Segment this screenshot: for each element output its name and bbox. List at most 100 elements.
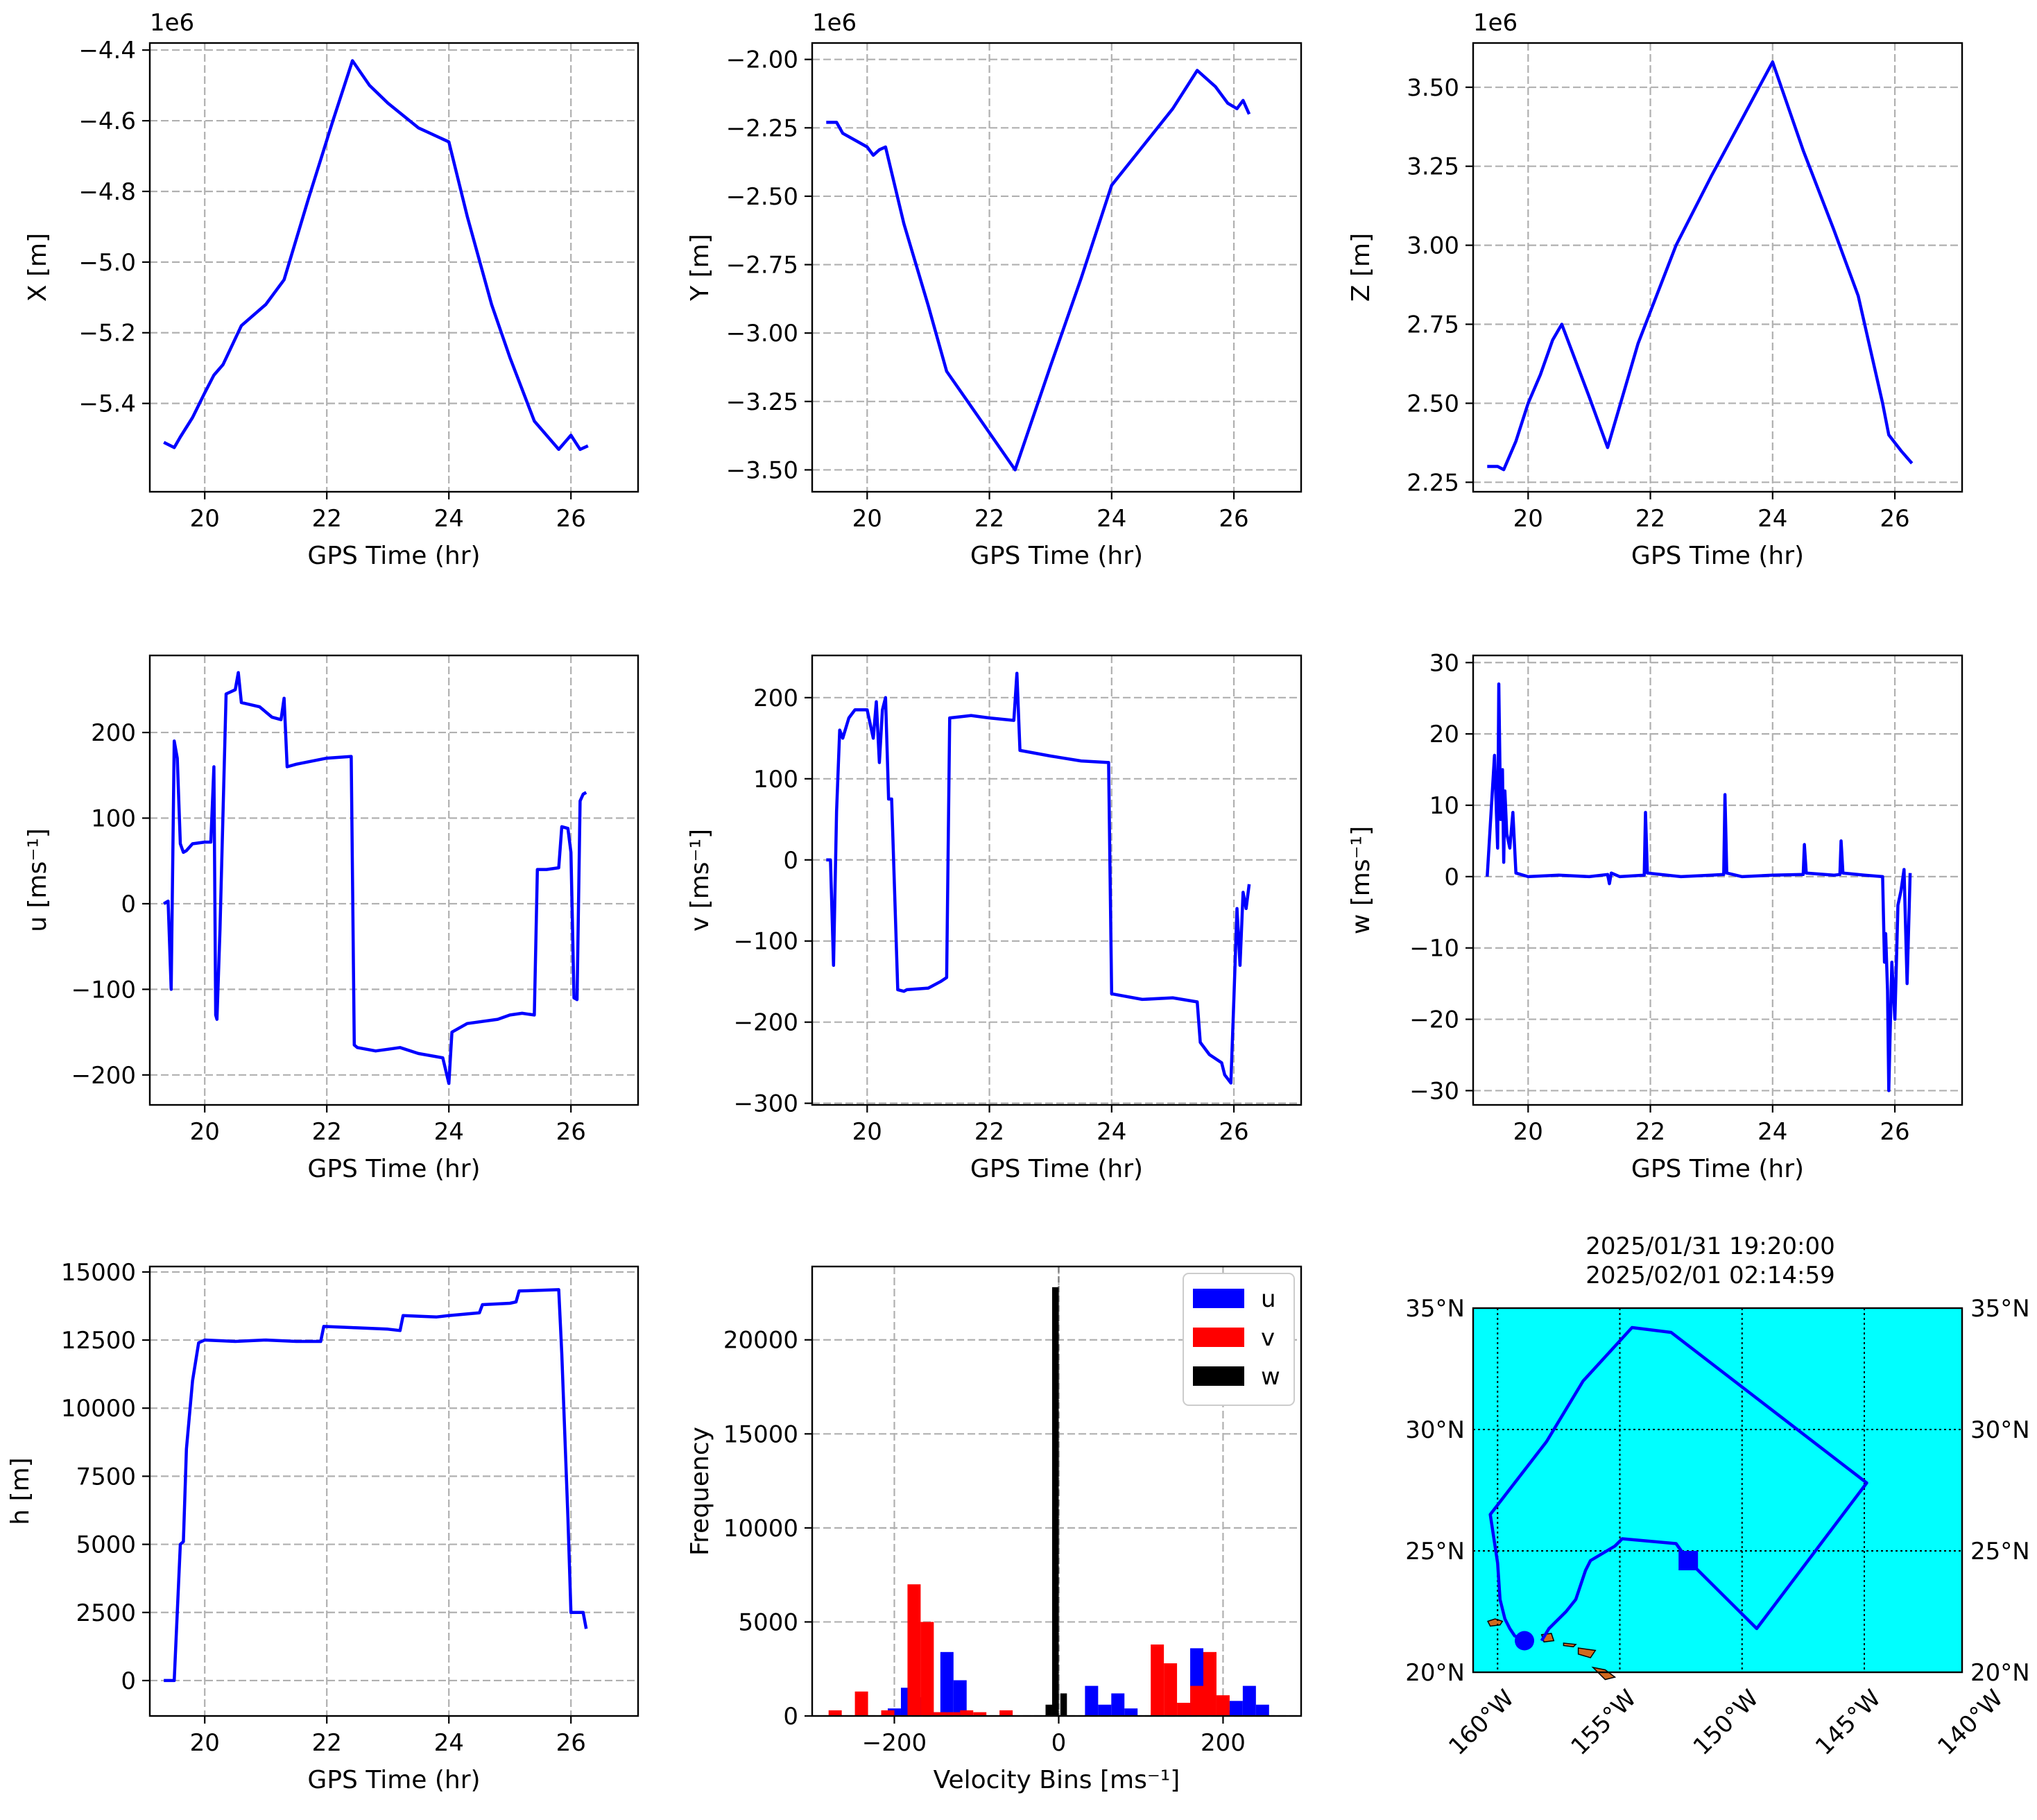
x-tick-label: 24 bbox=[1097, 1118, 1126, 1146]
y-tick-label: 3.50 bbox=[1407, 74, 1459, 102]
y-axis-label: w [ms⁻¹] bbox=[1347, 826, 1375, 934]
x-tick-label: 20 bbox=[852, 505, 882, 533]
histogram-bar-v bbox=[828, 1710, 842, 1716]
y-axis-label: Z [m] bbox=[1347, 233, 1375, 302]
map-island bbox=[1577, 1647, 1597, 1658]
x-tick-label: 22 bbox=[312, 1118, 342, 1146]
axes-frame bbox=[811, 42, 1303, 493]
y-tick-label: −4.4 bbox=[78, 37, 136, 65]
offset-text: 1e6 bbox=[150, 9, 194, 37]
series-line-0 bbox=[1487, 60, 1914, 472]
x-axis-label: GPS Time (hr) bbox=[970, 1155, 1143, 1183]
map-flight-track bbox=[1488, 1325, 1868, 1642]
histogram-bar-u bbox=[1111, 1693, 1125, 1716]
histogram-bar-v bbox=[907, 1584, 921, 1716]
panel-y-position: 20 22 24 26 −3.50 −3.25 −3.00 −2.75 −2.50 −2.25 −2… bbox=[686, 9, 1303, 570]
map-title-line2: 2025/02/01 02:14:59 bbox=[1585, 1262, 1834, 1289]
y-tick-label: 0 bbox=[121, 891, 136, 918]
x-tick-label: 26 bbox=[1219, 1118, 1248, 1146]
x-tick-label: 22 bbox=[1635, 505, 1665, 533]
x-axis-label: GPS Time (hr) bbox=[307, 1155, 480, 1183]
y-axis-label: h [m] bbox=[6, 1457, 35, 1525]
x-tick-label: 20 bbox=[852, 1118, 882, 1146]
x-tick-label: 24 bbox=[1097, 505, 1126, 533]
x-tick-label: 200 bbox=[1201, 1729, 1246, 1757]
x-tick-label: 24 bbox=[434, 1729, 464, 1757]
histogram-bar-u bbox=[1098, 1704, 1112, 1716]
map-lon-label: 145°W bbox=[1810, 1685, 1886, 1761]
x-tick-label: 24 bbox=[1757, 505, 1787, 533]
y-tick-label: 100 bbox=[753, 766, 798, 793]
x-tick-label: 22 bbox=[312, 1729, 342, 1757]
x-tick-label: 26 bbox=[556, 1729, 586, 1757]
map-frame bbox=[1472, 1307, 1963, 1674]
x-tick-label: 26 bbox=[556, 1118, 586, 1146]
legend-swatch-w bbox=[1193, 1366, 1244, 1386]
y-tick-label: 5000 bbox=[738, 1608, 798, 1636]
histogram-bar-v bbox=[854, 1691, 868, 1716]
y-tick-label: 30 bbox=[1429, 649, 1459, 677]
x-tick-label: 22 bbox=[974, 1118, 1004, 1146]
map-start-marker bbox=[1515, 1631, 1535, 1651]
histogram-bar-u bbox=[940, 1651, 954, 1716]
map-island bbox=[1487, 1618, 1504, 1627]
map-island bbox=[1563, 1642, 1577, 1648]
y-tick-label: 3.25 bbox=[1407, 153, 1459, 181]
axes-frame bbox=[148, 1265, 639, 1717]
panel-x-position: 20 22 24 26 −5.4 −5.2 −5.0 −4.8 −4.6 −4.4 GPS Time… bbox=[24, 9, 639, 570]
legend-label-u: u bbox=[1261, 1285, 1276, 1313]
x-tick-label: 24 bbox=[434, 505, 464, 533]
x-tick-label: 26 bbox=[1219, 505, 1248, 533]
histogram-bar-v bbox=[881, 1710, 895, 1716]
histogram-bar-u bbox=[1255, 1704, 1269, 1716]
y-tick-label: 2.50 bbox=[1407, 390, 1459, 418]
histogram-bar-v bbox=[1190, 1685, 1203, 1716]
y-tick-label: −3.25 bbox=[726, 388, 798, 416]
y-tick-label: 3.00 bbox=[1407, 232, 1459, 260]
legend-swatch-v bbox=[1193, 1328, 1244, 1347]
histogram-bar-w bbox=[1051, 1287, 1059, 1716]
offset-text: 1e6 bbox=[812, 9, 857, 37]
y-tick-label: −2.75 bbox=[726, 252, 798, 280]
y-tick-label: −5.4 bbox=[78, 390, 136, 418]
histogram-bar-w bbox=[1060, 1693, 1067, 1716]
histogram-bar-v bbox=[1164, 1663, 1178, 1716]
y-tick-label: −5.2 bbox=[78, 320, 136, 347]
histogram-bar-v bbox=[960, 1710, 974, 1716]
y-tick-label: 20 bbox=[1429, 721, 1459, 748]
histogram-bar-u bbox=[1242, 1685, 1256, 1716]
legend-swatch-u bbox=[1193, 1289, 1244, 1308]
y-tick-label: 2500 bbox=[76, 1599, 136, 1627]
y-tick-label: 5000 bbox=[76, 1531, 136, 1559]
y-tick-label: 10 bbox=[1429, 792, 1459, 820]
y-axis-label: u [ms⁻¹] bbox=[24, 828, 52, 932]
panel-altitude: 20 22 24 26 0 2500 5000 7500 10000 12500 15000 GPS … bbox=[6, 1259, 639, 1794]
y-tick-label: −4.6 bbox=[78, 108, 136, 135]
map-lat-label-right: 35°N bbox=[1970, 1295, 2030, 1323]
y-tick-label: 10000 bbox=[61, 1395, 136, 1423]
x-tick-label: 26 bbox=[1880, 505, 1909, 533]
axes-frame bbox=[148, 654, 639, 1106]
axes-frame bbox=[811, 1265, 1303, 1717]
map-lat-label-left: 25°N bbox=[1405, 1538, 1465, 1565]
axes-frame bbox=[1472, 654, 1963, 1106]
x-tick-label: 26 bbox=[556, 505, 586, 533]
histogram-bar-v bbox=[973, 1712, 987, 1716]
histogram-bar-v bbox=[920, 1622, 934, 1716]
axes-frame bbox=[148, 42, 639, 493]
x-tick-label: 24 bbox=[1757, 1118, 1787, 1146]
map-lat-label-right: 25°N bbox=[1970, 1538, 2030, 1565]
series-line-0 bbox=[164, 1288, 588, 1683]
panel-z-position: 20 22 24 26 2.25 2.50 2.75 3.00 3.25 3.50 GPS Time… bbox=[1347, 9, 1963, 570]
y-tick-label: −2.00 bbox=[726, 46, 798, 74]
y-axis-label: v [ms⁻¹] bbox=[686, 829, 714, 932]
histogram-bar-v bbox=[1177, 1703, 1191, 1716]
x-axis-label: Velocity Bins [ms⁻¹] bbox=[934, 1766, 1180, 1794]
y-tick-label: 100 bbox=[91, 805, 136, 833]
y-tick-label: 2.25 bbox=[1407, 469, 1459, 497]
series-line-0 bbox=[163, 59, 589, 452]
y-tick-label: −30 bbox=[1409, 1077, 1459, 1105]
x-tick-label: 20 bbox=[1513, 1118, 1543, 1146]
x-axis-label: GPS Time (hr) bbox=[1631, 1155, 1804, 1183]
